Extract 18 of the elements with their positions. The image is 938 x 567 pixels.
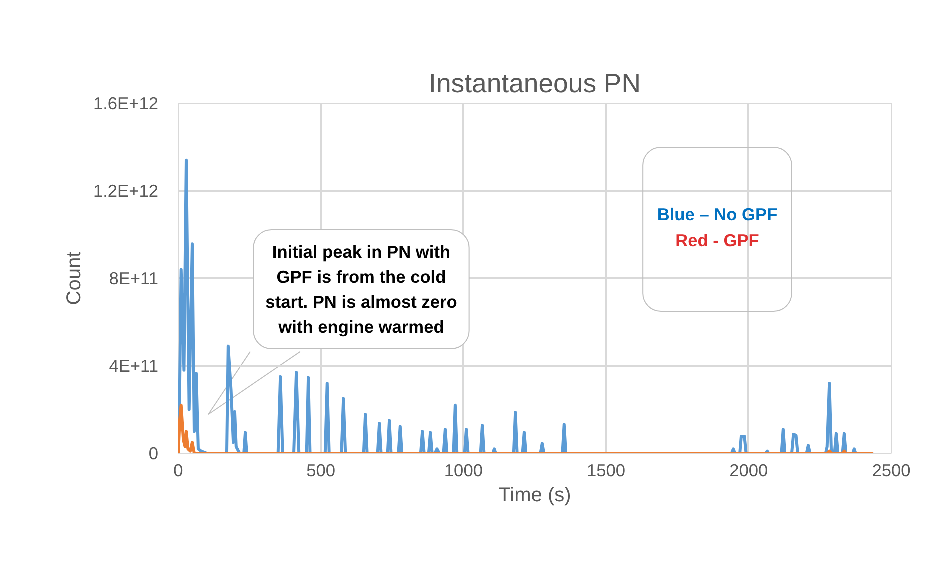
line-series [178,404,876,454]
y-axis-title: Count [63,251,86,306]
y-tick-label: 0 [148,444,159,464]
annotation: Red - GPF [676,230,760,250]
y-tick-label: 4E+11 [109,356,159,376]
chart-title: Instantaneous PN [429,68,641,98]
x-tick-label: 2000 [730,460,768,480]
x-tick-label: 1000 [444,460,483,480]
x-axis-title: Time (s) [498,484,572,506]
annotation: Blue – No GPF [657,204,778,224]
y-tick-label: 8E+11 [109,268,159,288]
x-tick-label: 0 [174,460,184,480]
y-tick-label: 1.2E+12 [93,181,159,201]
x-tick-label: 1500 [587,460,626,480]
annotation: Initial peak in PN with GPF is from the cold start. PN is almost zero with engine warmed [266,242,458,337]
x-tick-label: 500 [306,460,336,480]
y-tick-label: 1.6E+12 [93,94,159,114]
x-tick-label: 2500 [872,460,911,480]
